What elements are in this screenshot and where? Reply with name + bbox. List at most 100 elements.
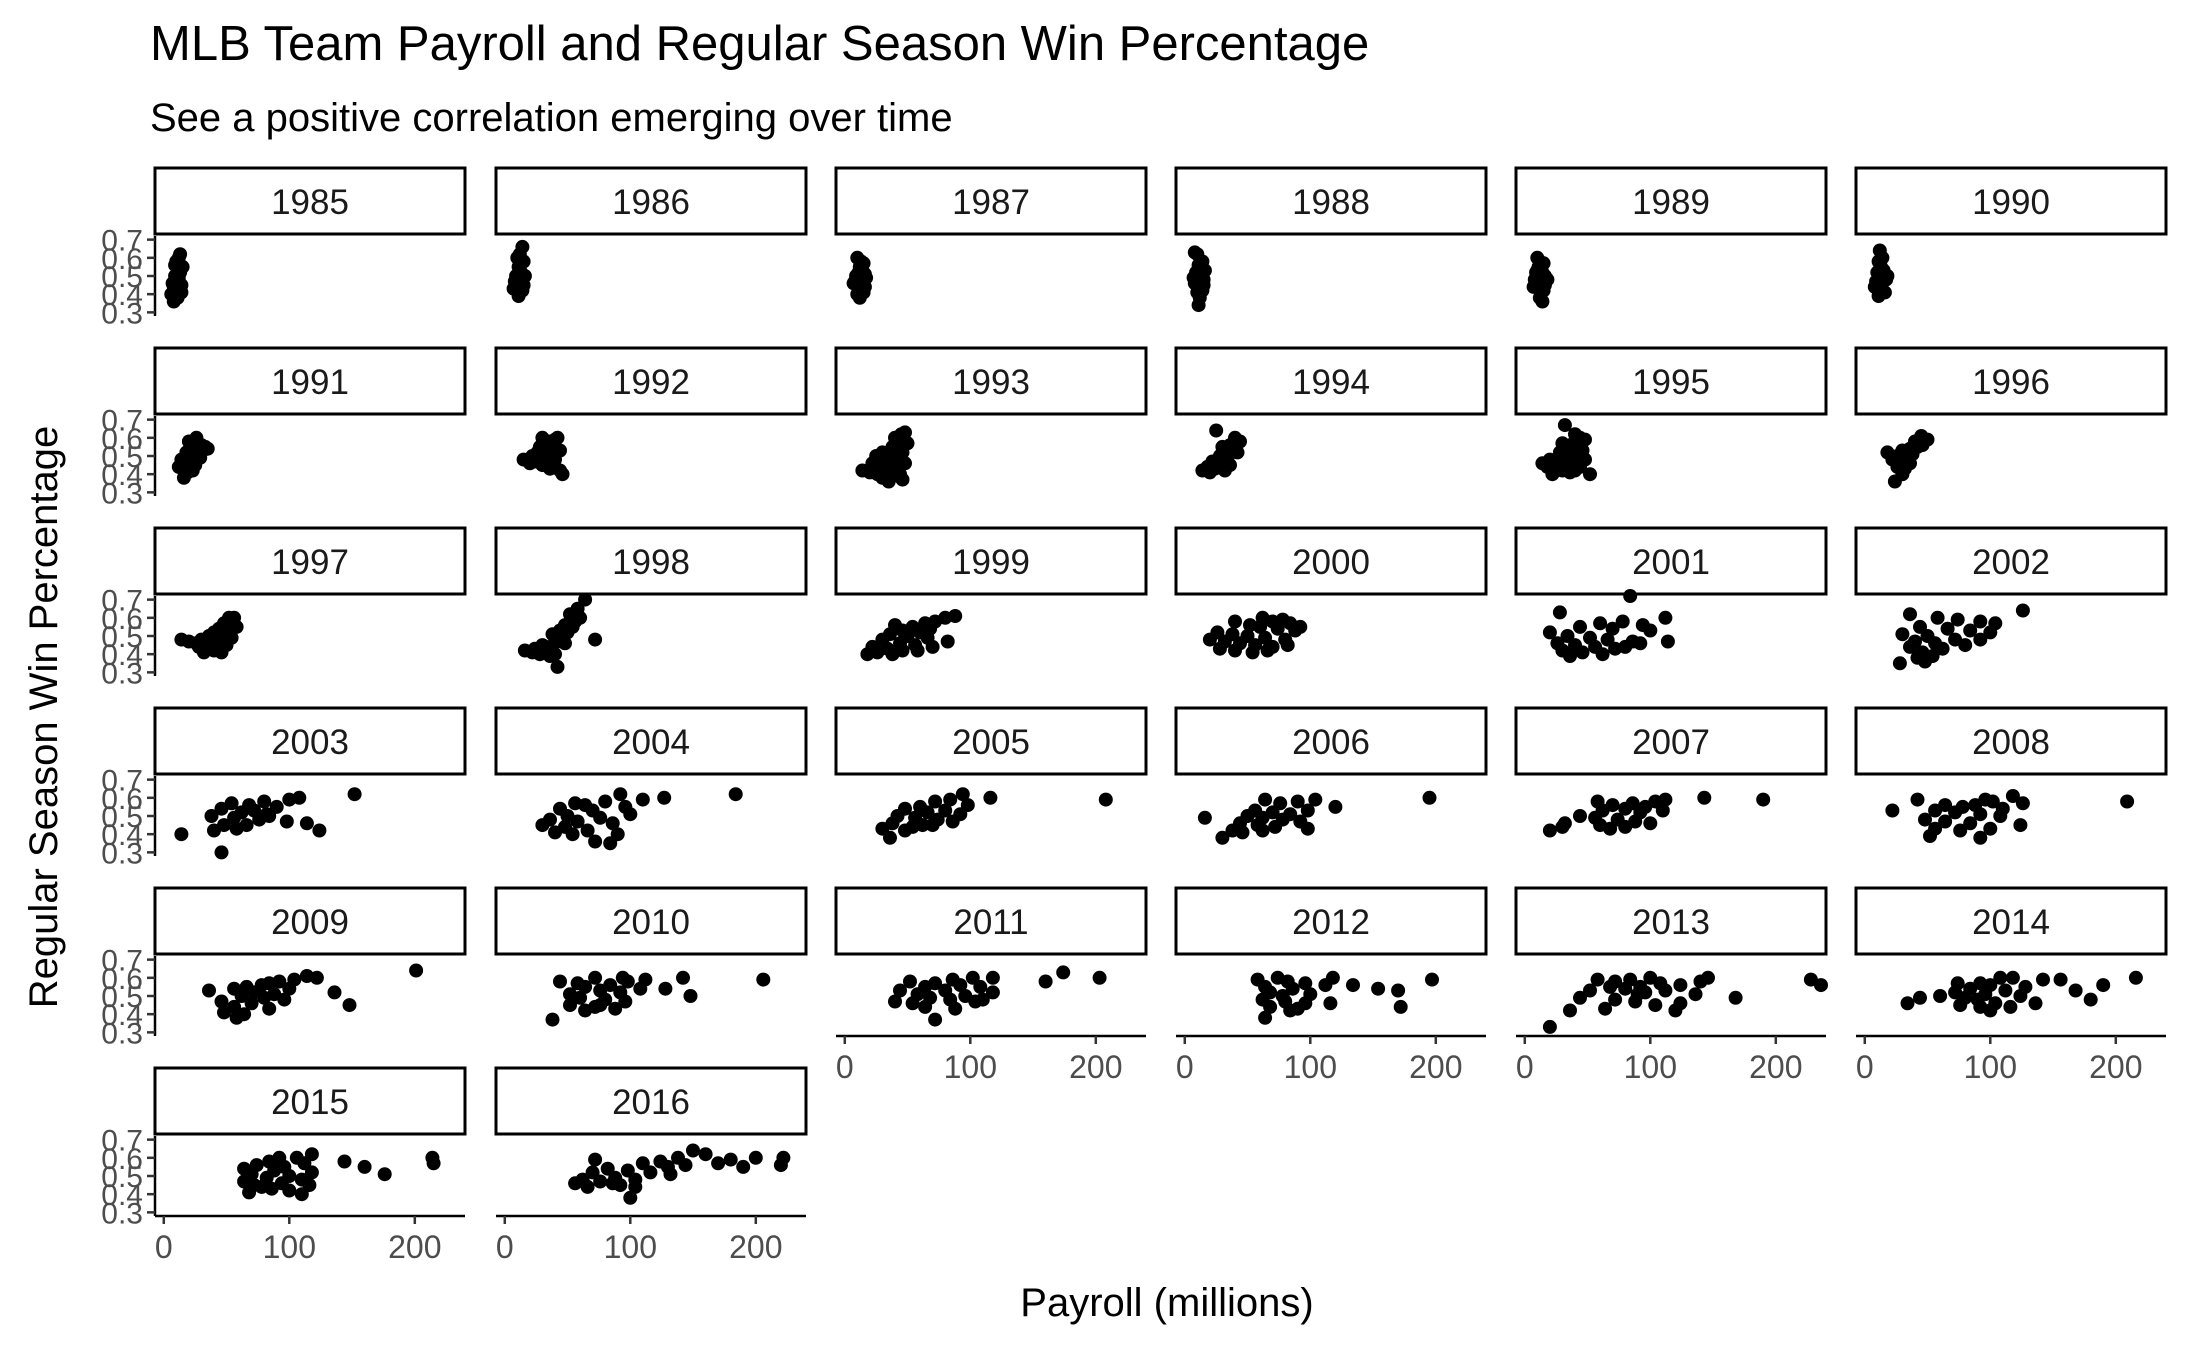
data-point: [985, 985, 1000, 1000]
y-tick-label: 0.4: [101, 279, 143, 312]
data-point: [2096, 978, 2111, 993]
data-point: [1260, 643, 1275, 658]
data-point: [1288, 623, 1303, 638]
data-point: [588, 1152, 603, 1167]
facet-panel-2009: 2009 0.30.40.50.60.7: [101, 886, 467, 1050]
data-point: [1940, 621, 1955, 636]
data-point: [2005, 789, 2020, 803]
data-point: [1197, 810, 1212, 825]
data-point: [573, 990, 588, 1005]
facet-strip-label: 2007: [1632, 723, 1710, 762]
data-point: [736, 1159, 751, 1174]
data-point: [550, 430, 565, 445]
data-point: [1308, 792, 1323, 807]
y-tick-label: 0.3: [101, 1017, 143, 1050]
y-tick-label: 0.7: [101, 225, 143, 258]
data-point: [570, 814, 585, 829]
facet-strip: [494, 166, 808, 236]
data-point: [548, 825, 562, 840]
data-point: [1973, 632, 1988, 647]
facet-panel-2015: 2015 0.30.40.50.60.7 0 100 200: [101, 1066, 467, 1265]
data-point: [299, 816, 314, 831]
data-point: [2068, 983, 2083, 998]
facet-panel-2005: 2005: [834, 706, 1148, 845]
data-point: [312, 823, 327, 838]
facet-strip-label: 2000: [1292, 543, 1370, 582]
data-point: [1876, 263, 1891, 278]
data-point: [1300, 803, 1315, 818]
data-point: [1595, 647, 1610, 662]
data-point: [2028, 996, 2043, 1011]
data-point: [1728, 990, 1743, 1005]
x-tick-label: 0: [155, 1229, 173, 1265]
facet-strip-label: 1988: [1292, 183, 1370, 222]
data-point: [1215, 830, 1230, 845]
data-point: [2015, 603, 2030, 618]
data-point: [1963, 623, 1978, 638]
data-point: [1228, 614, 1242, 629]
data-point: [1270, 621, 1285, 636]
data-point: [512, 263, 527, 278]
facet-panel-1997: 1997 0.30.40.50.60.7: [101, 526, 467, 690]
facet-strip: [153, 1066, 467, 1136]
y-tick-label: 0.5: [101, 441, 143, 474]
data-point: [1245, 645, 1260, 660]
facet-strip: [1514, 166, 1828, 236]
data-point: [1371, 981, 1386, 996]
data-point: [756, 972, 771, 987]
data-point: [628, 1179, 643, 1194]
x-tick-label: 100: [1964, 1049, 2017, 1085]
data-point: [598, 794, 613, 809]
data-point: [683, 989, 698, 1003]
data-point: [2015, 796, 2030, 811]
data-point: [1268, 819, 1283, 834]
data-point: [1056, 965, 1071, 980]
facet-strip-label: 1990: [1972, 183, 2050, 222]
data-point: [1983, 625, 1998, 640]
x-tick-label: 200: [1409, 1049, 1462, 1085]
data-point: [1590, 972, 1605, 987]
facet-panel-2016: 2016 0 100 200: [494, 1066, 808, 1265]
data-point: [948, 1001, 963, 1016]
x-tick-label: 200: [2089, 1049, 2142, 1085]
data-point: [1618, 801, 1633, 816]
facet-panel-1989: 1989: [1514, 166, 1828, 309]
data-point: [620, 974, 635, 989]
facet-panel-2003: 2003 0.30.40.50.60.7: [101, 706, 467, 870]
data-point: [925, 639, 940, 654]
data-point: [1983, 1003, 1998, 1018]
data-point: [568, 1176, 583, 1191]
data-point: [1092, 970, 1107, 985]
data-point: [580, 1179, 595, 1194]
y-tick-label: 0.6: [101, 423, 143, 456]
data-point: [426, 1156, 441, 1171]
data-point: [1583, 467, 1597, 482]
data-point: [748, 1150, 763, 1165]
facet-panel-1991: 1991 0.30.40.50.60.7: [101, 346, 467, 510]
facet-strip: [834, 706, 1148, 776]
y-tick-label: 0.3: [101, 297, 143, 330]
data-point: [2013, 818, 2028, 833]
data-point: [613, 787, 628, 802]
data-point: [1555, 819, 1570, 834]
data-point: [1573, 619, 1587, 634]
data-point: [711, 1156, 726, 1171]
chart-title: MLB Team Payroll and Regular Season Win …: [150, 17, 1369, 71]
data-point: [1258, 1010, 1273, 1025]
facet-strip-label: 2003: [271, 723, 349, 762]
data-point: [282, 1183, 297, 1198]
facet-strip: [1514, 346, 1828, 416]
facet-strip-label: 2008: [1972, 723, 2050, 762]
data-point: [728, 787, 743, 802]
y-tick-label: 0.3: [101, 477, 143, 510]
data-point: [1693, 974, 1708, 989]
data-point: [2013, 989, 2028, 1003]
data-point: [1633, 636, 1648, 651]
facet-strip-label: 1995: [1632, 363, 1710, 402]
data-point: [1328, 799, 1343, 814]
data-point: [1253, 619, 1268, 634]
data-point: [851, 265, 866, 280]
data-point: [1318, 978, 1333, 993]
data-point: [1958, 638, 1973, 653]
data-point: [1393, 999, 1408, 1014]
